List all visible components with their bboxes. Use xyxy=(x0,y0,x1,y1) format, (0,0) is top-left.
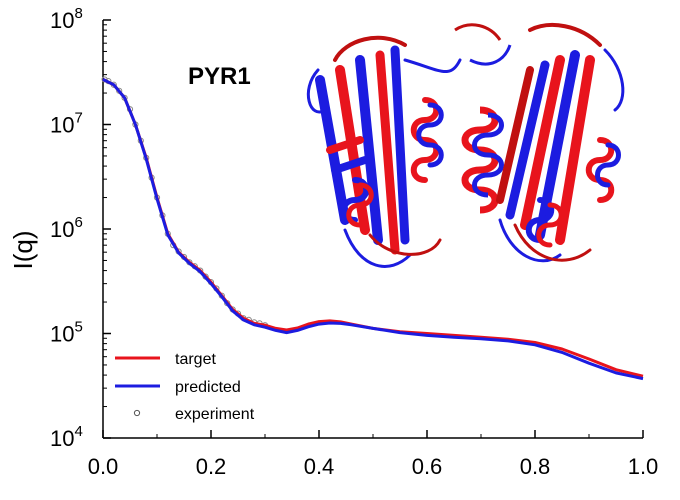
central-helices xyxy=(454,23,512,214)
x-tick-label: 0.4 xyxy=(304,454,335,479)
x-tick-label: 0.8 xyxy=(520,454,551,479)
x-tick-label: 0.0 xyxy=(88,454,119,479)
series-layer xyxy=(101,76,644,381)
chart-title: PYR1 xyxy=(188,63,251,90)
y-tick-label: 107 xyxy=(50,110,83,138)
experiment-point xyxy=(101,76,108,83)
predicted-line xyxy=(102,78,644,381)
left-monomer-ribbon xyxy=(306,35,462,268)
legend-target-label: target xyxy=(175,351,216,368)
legend-experiment-marker xyxy=(133,409,141,417)
y-axis-label: I(q) xyxy=(8,231,38,270)
y-tick-label: 108 xyxy=(50,5,83,33)
legend: target predicted experiment xyxy=(115,351,255,423)
x-tick-label: 0.6 xyxy=(412,454,443,479)
pyr1-structure-image xyxy=(306,23,625,268)
legend-predicted-label: predicted xyxy=(175,379,241,396)
right-monomer-ribbon xyxy=(496,23,625,263)
y-tick-label: 105 xyxy=(50,319,83,347)
x-tick-label: 0.2 xyxy=(196,454,227,479)
y-tick-label: 106 xyxy=(50,214,83,242)
y-tick-label: 104 xyxy=(50,423,83,451)
x-tick-label: 1.0 xyxy=(628,454,659,479)
plot-axes: 0.0 0.2 0.4 0.6 0.8 1.0 104 105 106 107 108 xyxy=(50,5,658,479)
legend-experiment-label: experiment xyxy=(175,406,255,423)
